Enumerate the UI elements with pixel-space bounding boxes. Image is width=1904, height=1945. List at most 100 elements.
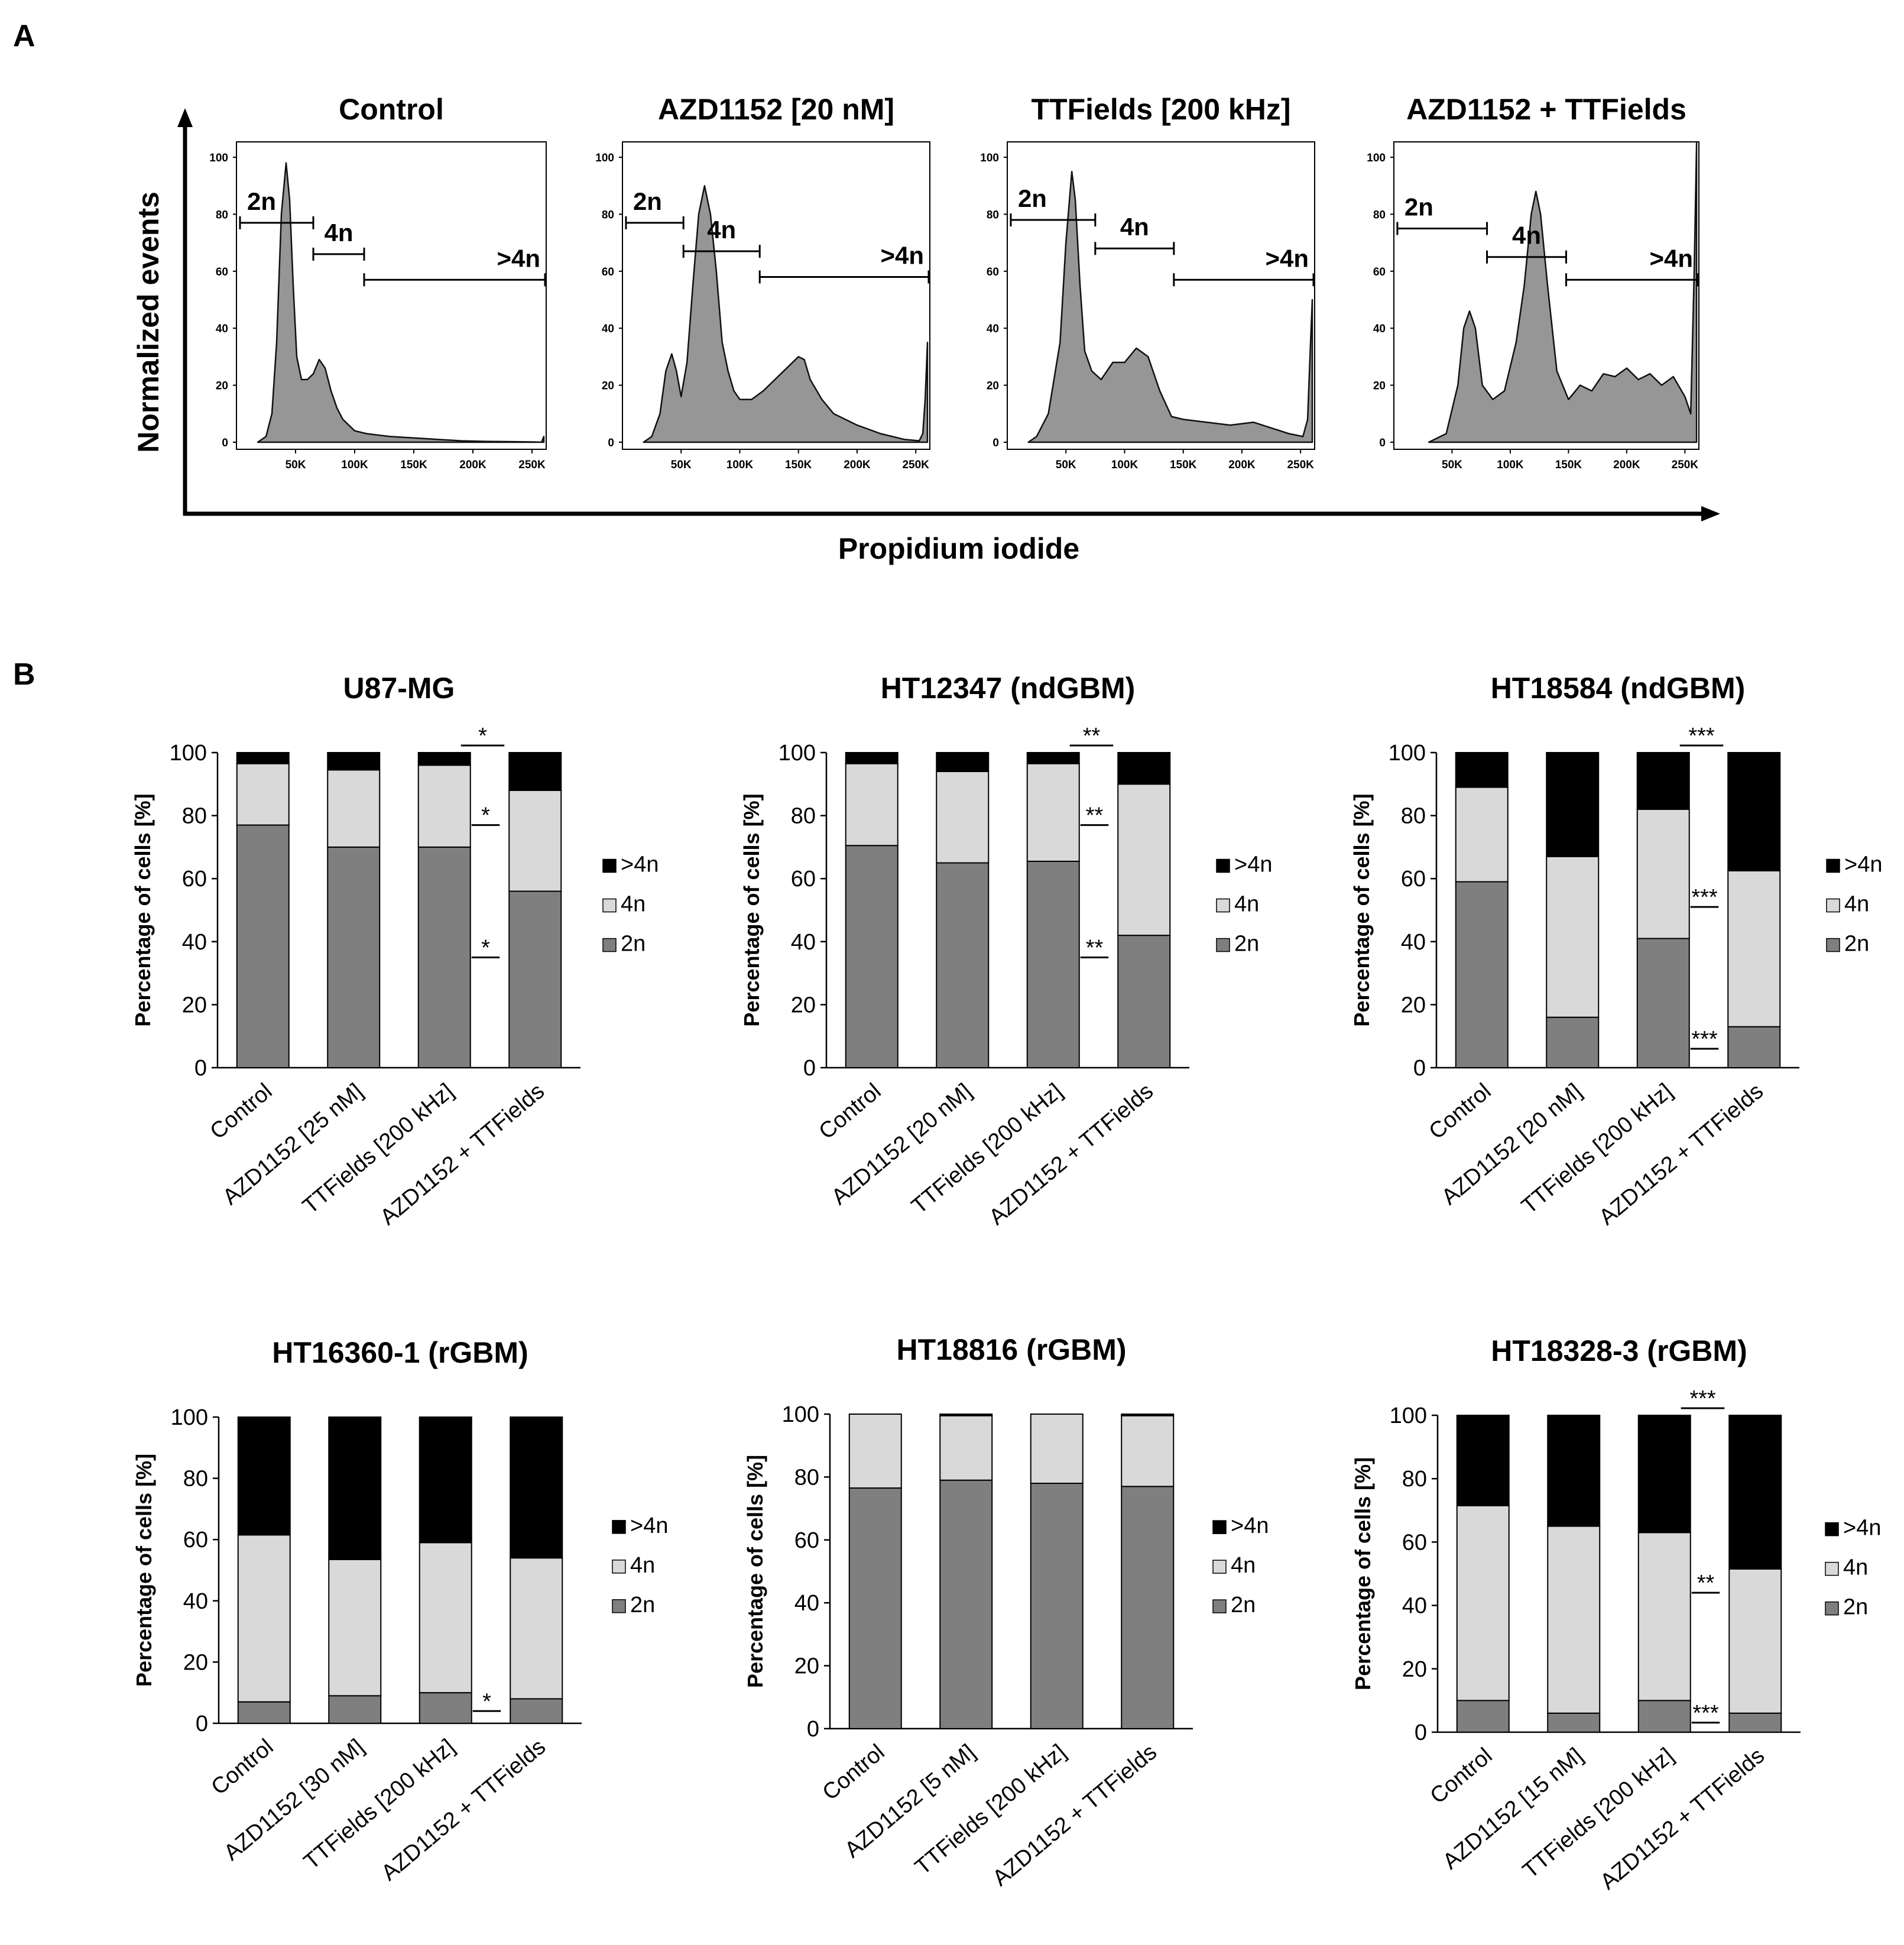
x-tick-label: TTFields [200 kHz]: [298, 1079, 458, 1219]
y-tick-label: 100: [1390, 1403, 1427, 1428]
bar-segment-4n: [1121, 1415, 1175, 1487]
histogram-area: [643, 184, 929, 443]
histogram-4: AZD1152 + TTFields 0 20 40 60 80 100 50K 100K 150…: [1367, 93, 1699, 471]
x-tick-label: Control: [1426, 1743, 1497, 1809]
y-tick-label: 0: [803, 1056, 816, 1081]
bar-segment-gt4n: [1727, 752, 1781, 871]
chart-title: HT18328-3 (rGBM): [1491, 1334, 1747, 1367]
y-tick-label: 40: [1373, 323, 1386, 335]
bar-segment-gt4n: [1547, 1415, 1601, 1527]
legend-label: >4n: [1231, 1513, 1269, 1538]
histogram-area: [1027, 170, 1313, 443]
bar-segment-gt4n: [419, 1416, 472, 1544]
legend-swatch: [1212, 1520, 1227, 1534]
y-tick-label: 20: [1402, 1657, 1427, 1682]
legend-label: 4n: [1844, 892, 1869, 917]
bar-segment-2n: [1030, 1483, 1084, 1730]
y-tick-label: 0: [194, 1056, 207, 1081]
y-tick-label: 80: [183, 1467, 208, 1492]
significance-label: **: [1086, 935, 1104, 960]
x-tick-label: Control: [207, 1735, 278, 1800]
y-tick-label: 60: [1402, 1530, 1427, 1555]
x-tick-label: 150K: [785, 459, 812, 471]
legend-swatch: [1216, 938, 1230, 952]
stacked-bar-chart-5: HT18816 (rGBM) Percentage of cells [%] 0 20…: [743, 1333, 1269, 1891]
y-tick-label: 40: [183, 1589, 208, 1614]
y-tick-label: 80: [1401, 804, 1426, 829]
bar-segment-2n: [845, 845, 899, 1068]
x-tick-label: Control: [1425, 1079, 1496, 1145]
x-tick-label: TTFields [200 kHz]: [299, 1735, 459, 1875]
legend-swatch: [602, 898, 617, 913]
legend-label: 2n: [1843, 1595, 1868, 1620]
y-tick-label: 0: [1379, 437, 1386, 449]
legend-swatch: [1825, 1561, 1839, 1576]
significance-label: **: [1086, 803, 1104, 828]
bar-segment-gt4n: [237, 1416, 291, 1536]
x-tick-label: 250K: [518, 459, 546, 471]
bar-segment-gt4n: [1728, 1415, 1782, 1570]
x-tick-label: AZD1152 + TTFields: [1594, 1079, 1768, 1230]
stacked-bar-chart-4: HT16360-1 (rGBM) Percentage of cells [%] 0…: [132, 1336, 668, 1886]
bar-segment-2n: [1728, 1712, 1782, 1733]
gate-label: 4n: [324, 219, 353, 247]
y-tick-label: 20: [794, 1654, 819, 1679]
bar-segment-gt4n: [510, 1416, 563, 1559]
y-tick-label: 60: [182, 867, 207, 892]
x-tick-label: 200K: [1613, 459, 1640, 471]
x-tick-label: Control: [818, 1740, 890, 1805]
legend-swatch: [612, 1520, 626, 1534]
y-tick-label: 40: [794, 1591, 819, 1616]
bar-segment-4n: [1637, 1532, 1691, 1701]
bar-segment-2n: [236, 824, 290, 1068]
x-tick-label: TTFields [200 kHz]: [907, 1079, 1067, 1219]
y-axis-label: Percentage of cells [%]: [132, 1454, 156, 1687]
y-tick-label: 100: [171, 1405, 208, 1430]
legend-label: 2n: [621, 932, 646, 957]
stacked-bar-chart-6: HT18328-3 (rGBM) Percentage of cells [%] 0…: [1351, 1334, 1881, 1895]
legend-swatch: [612, 1599, 626, 1613]
y-tick-label: 20: [602, 380, 614, 393]
histogram-1: Control 0 20 40 60 80 100 50K 100K 150K 200K 250K 2n…: [209, 93, 547, 471]
y-tick-label: 20: [791, 993, 816, 1017]
y-axis-label: Percentage of cells [%]: [743, 1455, 767, 1688]
bar-segment-4n: [236, 763, 290, 826]
x-tick-label: 100K: [1111, 459, 1138, 471]
bar-segment-4n: [328, 1558, 382, 1697]
bar-segment-2n: [1455, 881, 1509, 1069]
x-tick-label: 50K: [1442, 459, 1462, 471]
significance-label: **: [1697, 1571, 1715, 1596]
bar-segment-2n: [1546, 1016, 1600, 1068]
y-tick-label: 0: [807, 1717, 819, 1742]
y-tick-label: 40: [182, 930, 207, 955]
chart-title: HT18584 (ndGBM): [1491, 672, 1746, 705]
bar-segment-gt4n: [1455, 752, 1509, 788]
bar-segment-4n: [417, 764, 471, 848]
bar-segment-gt4n: [327, 752, 381, 771]
y-axis-label: Percentage of cells [%]: [131, 793, 155, 1026]
x-tick-label: 50K: [671, 459, 692, 471]
x-tick-label: 200K: [459, 459, 486, 471]
y-tick-label: 20: [1401, 993, 1426, 1017]
histogram-frame: [1393, 141, 1699, 450]
legend-label: 2n: [1234, 932, 1259, 957]
bar-segment-2n: [510, 1698, 563, 1724]
x-tick-label: 50K: [286, 459, 306, 471]
histogram-area: [257, 162, 545, 443]
bar-segment-4n: [1456, 1505, 1510, 1701]
y-tick-label: 20: [182, 993, 207, 1017]
y-tick-label: 60: [216, 266, 228, 278]
bar-segment-2n: [1456, 1700, 1510, 1733]
significance-label: ***: [1692, 1701, 1719, 1726]
bar-segment-gt4n: [328, 1416, 382, 1560]
y-axis-label: Percentage of cells [%]: [1350, 793, 1374, 1026]
significance-label: ***: [1689, 1386, 1716, 1411]
bar-segment-4n: [508, 789, 562, 892]
legend-swatch: [1212, 1599, 1227, 1613]
bar-segment-2n: [1121, 1486, 1175, 1730]
stacked-bar-chart-3: HT18584 (ndGBM) Percentage of cells [%] 0 2…: [1350, 672, 1882, 1230]
legend-label: 2n: [630, 1593, 655, 1617]
significance-label: ***: [1688, 724, 1715, 748]
y-tick-label: 40: [216, 323, 228, 335]
